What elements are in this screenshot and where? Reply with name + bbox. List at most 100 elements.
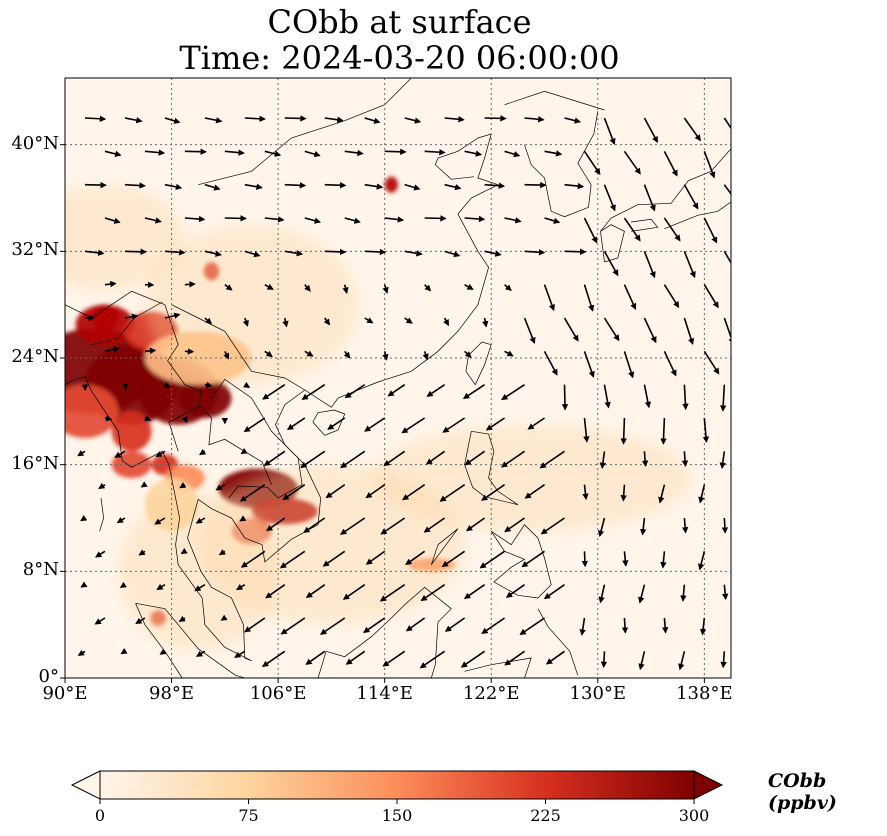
wind-arrow: [365, 484, 386, 499]
wind-arrow: [184, 281, 196, 288]
wind-arrow: [723, 317, 731, 345]
co-plume: [384, 176, 398, 193]
y-tick-label: 8°N: [22, 559, 59, 581]
wind-arrow: [94, 617, 106, 625]
coastline: [91, 301, 163, 346]
wind-arrow: [702, 417, 710, 443]
wind-arrow: [282, 484, 306, 501]
wind-arrow: [504, 150, 521, 158]
wind-arrow: [424, 215, 447, 222]
wind-arrow: [104, 346, 120, 353]
coastline: [317, 651, 327, 678]
wind-arrow: [264, 350, 273, 358]
wind-arrow: [462, 383, 486, 400]
coastline: [434, 137, 479, 180]
wind-arrow: [304, 150, 321, 158]
wind-arrow: [479, 550, 506, 569]
wind-arrow: [154, 517, 166, 525]
wind-arrow: [527, 417, 545, 430]
wind-arrow: [305, 650, 326, 665]
coastline: [135, 603, 183, 678]
wind-arrow: [401, 417, 426, 434]
wind-arrow: [116, 517, 126, 524]
wind-arrow: [144, 347, 157, 355]
wind-arrow: [364, 117, 381, 124]
wind-arrow: [521, 550, 545, 568]
wind-arrow: [583, 150, 601, 175]
x-tick-label: 90°E: [42, 683, 88, 704]
wind-arrow: [364, 417, 386, 432]
wind-arrow: [343, 350, 351, 359]
x-tick-label: 114°E: [356, 683, 413, 704]
wind-arrow: [124, 182, 146, 189]
wind-arrow: [543, 284, 555, 312]
wind-arrow: [104, 217, 121, 224]
wind-arrow: [77, 450, 86, 457]
wind-arrow: [156, 583, 166, 590]
coastline: [99, 497, 104, 532]
wind-arrow: [721, 517, 729, 534]
wind-arrow: [698, 484, 706, 504]
wind-arrow: [305, 584, 326, 599]
wind-arrow: [544, 150, 563, 157]
wind-arrow: [405, 617, 426, 632]
wind-vectors: [77, 115, 731, 671]
wind-arrow: [464, 215, 486, 223]
wind-arrow: [300, 450, 326, 469]
wind-arrow: [663, 350, 677, 377]
wind-arrow: [404, 183, 421, 191]
wind-arrow: [524, 116, 545, 123]
colorbar-tick-label: 150: [381, 806, 413, 825]
wind-arrow: [144, 149, 166, 156]
wind-arrow: [561, 384, 569, 411]
wind-arrow: [422, 351, 429, 361]
wind-arrow: [681, 451, 689, 467]
wind-arrow: [284, 250, 304, 257]
co-haze: [65, 184, 185, 292]
wind-arrow: [195, 517, 206, 524]
wind-arrow: [564, 117, 582, 124]
wind-arrow: [319, 617, 346, 635]
wind-arrow: [603, 184, 616, 212]
wind-arrow: [282, 317, 289, 328]
wind-arrow: [243, 417, 266, 433]
wind-arrow: [683, 317, 695, 346]
wind-arrow: [384, 148, 407, 155]
wind-arrow: [159, 648, 167, 655]
wind-arrow: [622, 551, 629, 567]
x-tick-label: 130°E: [569, 683, 627, 704]
wind-arrow: [279, 550, 306, 569]
coastline: [65, 290, 166, 319]
wind-arrow: [363, 617, 386, 634]
wind-arrow: [623, 150, 641, 175]
wind-arrow: [583, 417, 590, 443]
wind-arrow: [303, 517, 326, 533]
wind-arrow: [181, 416, 188, 424]
wind-arrow: [504, 650, 525, 666]
coastline: [490, 524, 552, 599]
wind-arrow: [539, 450, 565, 469]
wind-arrow: [581, 551, 589, 568]
wind-arrow: [224, 149, 245, 156]
wind-arrow: [660, 551, 667, 569]
wind-arrow: [424, 149, 446, 156]
wind-arrow: [179, 482, 187, 489]
wind-arrow: [324, 182, 347, 189]
wind-arrow: [703, 284, 719, 309]
co-plume: [91, 304, 119, 332]
wind-arrow: [80, 581, 88, 588]
wind-arrow: [324, 116, 344, 123]
wind-arrow: [240, 447, 248, 455]
wind-arrow: [120, 648, 128, 655]
y-tick-label: 0°: [38, 666, 59, 687]
wind-arrow: [135, 617, 146, 624]
wind-arrow: [223, 350, 230, 360]
wind-arrow: [621, 617, 629, 634]
wind-arrow: [600, 651, 608, 669]
wind-arrow: [194, 583, 206, 592]
wind-arrow: [114, 450, 126, 458]
wind-arrow: [678, 651, 686, 671]
wind-arrow: [98, 482, 106, 489]
wind-arrow: [164, 117, 181, 124]
wind-arrow: [540, 517, 565, 535]
